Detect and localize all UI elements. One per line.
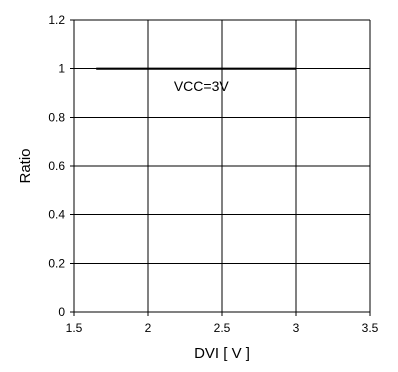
- x-tick-label: 1.5: [66, 321, 83, 335]
- y-tick-label: 0.8: [48, 110, 65, 124]
- annotations: VCC=3V: [174, 78, 230, 94]
- y-tick-label: 0.2: [48, 256, 65, 270]
- grid: [70, 19, 371, 316]
- y-tick-label: 1: [58, 62, 65, 76]
- y-tick-label: 0.4: [48, 208, 65, 222]
- x-tick-label: 2.5: [214, 321, 231, 335]
- y-axis-title: Ratio: [17, 148, 34, 183]
- y-tick-label: 1.2: [48, 13, 65, 27]
- x-tick-label: 3: [293, 321, 300, 335]
- x-tick-label: 3.5: [362, 321, 379, 335]
- y-tick-label: 0.6: [48, 159, 65, 173]
- x-tick-label: 2: [145, 321, 152, 335]
- y-tick-labels: 0 0.2 0.4 0.6 0.8 1 1.2: [48, 13, 65, 319]
- x-tick-labels: 1.5 2 2.5 3 3.5: [66, 321, 379, 335]
- annotation-label: VCC=3V: [174, 78, 230, 94]
- x-axis-title: DVI [ V ]: [194, 345, 250, 362]
- y-tick-label: 0: [58, 305, 65, 319]
